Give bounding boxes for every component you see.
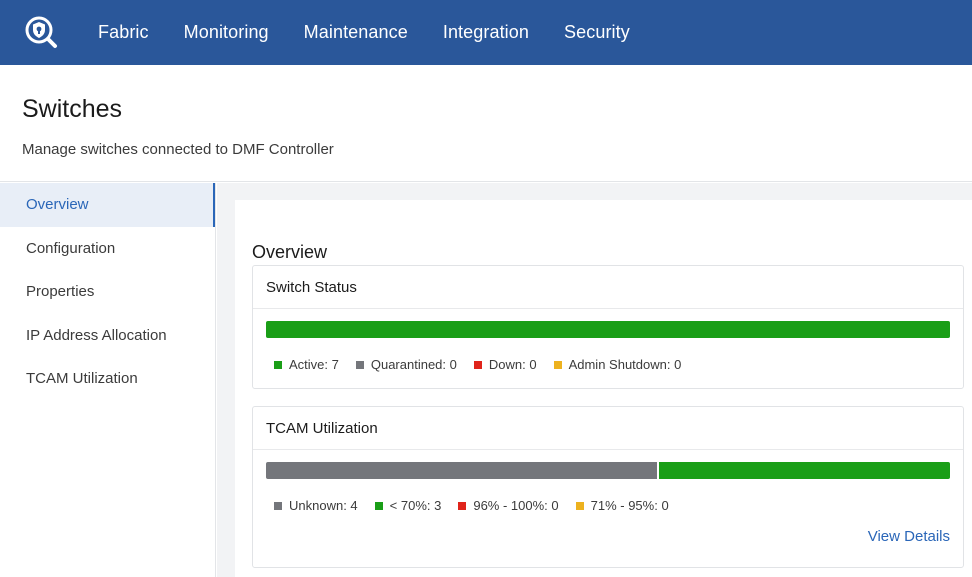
legend-unknown: Unknown: 4 [274, 498, 358, 513]
bar-segment [266, 462, 657, 479]
nav-fabric[interactable]: Fabric [98, 22, 149, 42]
legend-swatch [355, 360, 364, 369]
tcam-utilization-title: TCAM Utilization [253, 407, 963, 450]
switch-status-title: Switch Status [253, 266, 963, 309]
view-details-link[interactable]: View Details [867, 528, 950, 545]
legend-under-70: < 70%: 3 [374, 498, 442, 513]
switch-status-bar [266, 321, 950, 338]
legend-96-100: 96% - 100%: 0 [458, 498, 559, 513]
page-title: Switches [22, 95, 123, 123]
legend-swatch [458, 501, 467, 510]
legend-swatch [374, 501, 383, 510]
bar-segment [656, 462, 950, 479]
legend-swatch [575, 501, 584, 510]
legend-label: 71% - 95%: 0 [590, 498, 669, 513]
main-content: Overview Switch Status Active: 7 Quarant… [217, 183, 972, 577]
sidebar: Overview Configuration Properties IP Add… [0, 183, 216, 577]
switch-status-card: Switch Status Active: 7 Quarantined: 0 D… [252, 265, 964, 389]
page-header: Switches Manage switches connected to DM… [0, 65, 972, 182]
legend-swatch [473, 360, 482, 369]
legend-swatch [274, 501, 282, 510]
tcam-utilization-bar [266, 462, 950, 479]
top-nav-bar: Fabric Monitoring Maintenance Integratio… [0, 0, 972, 65]
tcam-utilization-legend: Unknown: 4 < 70%: 3 96% - 100%: 0 71% - … [274, 498, 686, 513]
legend-label: Active: 7 [289, 357, 339, 372]
nav-integration[interactable]: Integration [442, 22, 530, 42]
legend-label: Unknown: 4 [289, 498, 358, 513]
legend-swatch [274, 360, 282, 369]
legend-down: Down: 0 [473, 357, 537, 372]
legend-label: 96% - 100%: 0 [473, 498, 559, 513]
nav-security[interactable]: Security [564, 22, 630, 42]
legend-label: < 70%: 3 [389, 498, 442, 513]
sidebar-item-ip-address-allocation[interactable]: IP Address Allocation [26, 326, 167, 344]
overview-title: Overview [252, 242, 328, 262]
nav-maintenance[interactable]: Maintenance [303, 22, 408, 42]
legend-swatch [553, 360, 562, 369]
bar-segment [266, 321, 950, 338]
page-subtitle: Manage switches connected to DMF Control… [22, 141, 334, 158]
switch-status-legend: Active: 7 Quarantined: 0 Down: 0 Admin S… [274, 357, 698, 372]
shield-search-logo-icon[interactable] [24, 15, 60, 51]
tcam-utilization-card: TCAM Utilization Unknown: 4 < 70%: 3 96%… [252, 406, 964, 568]
legend-active: Active: 7 [274, 357, 339, 372]
sidebar-item-properties[interactable]: Properties [26, 283, 95, 301]
nav-monitoring[interactable]: Monitoring [183, 22, 269, 42]
legend-admin-shutdown: Admin Shutdown: 0 [553, 357, 682, 372]
sidebar-item-overview[interactable]: Overview [0, 183, 215, 227]
legend-quarantined: Quarantined: 0 [355, 357, 457, 372]
legend-label: Quarantined: 0 [370, 357, 457, 372]
legend-label: Admin Shutdown: 0 [568, 357, 682, 372]
sidebar-item-tcam-utilization[interactable]: TCAM Utilization [26, 370, 138, 388]
legend-label: Down: 0 [488, 357, 537, 372]
overview-panel: Overview Switch Status Active: 7 Quarant… [235, 200, 972, 577]
sidebar-item-configuration[interactable]: Configuration [26, 239, 116, 257]
legend-71-95: 71% - 95%: 0 [575, 498, 669, 513]
